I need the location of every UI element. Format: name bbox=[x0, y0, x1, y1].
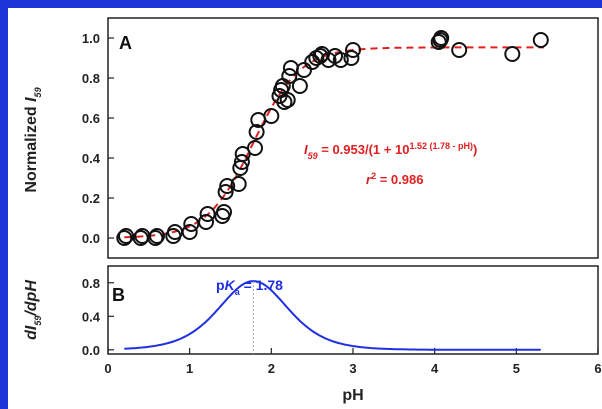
derivative-curve bbox=[124, 280, 541, 351]
data-points-group bbox=[116, 30, 549, 246]
figure-frame: A 0.0 0.2 0.4 0.6 0.8 1.0 Normalized I59 I59 … bbox=[8, 8, 602, 409]
x-tick-label: 0 bbox=[104, 361, 111, 376]
figure-svg: A 0.0 0.2 0.4 0.6 0.8 1.0 Normalized I59 I59 … bbox=[23, 17, 602, 404]
data-point bbox=[233, 154, 250, 170]
x-axis-title: pH bbox=[342, 387, 363, 404]
data-point bbox=[291, 78, 308, 94]
pka-label: pKa = 1.78 bbox=[216, 277, 283, 297]
panel-b-x-ticks: 0 1 2 3 4 5 6 bbox=[104, 348, 602, 376]
data-point bbox=[296, 62, 312, 78]
panel-a-frame bbox=[107, 17, 599, 259]
panel-b-y-axis-title: dI59/dpH bbox=[23, 280, 43, 340]
fit-equation: I59 = 0.953/(1 + 101.52 (1.78 - pH)) bbox=[304, 141, 477, 161]
data-point bbox=[219, 178, 236, 194]
panel-a: A 0.0 0.2 0.4 0.6 0.8 1.0 Normalized I59 I59 … bbox=[23, 17, 599, 259]
x-tick-label: 2 bbox=[268, 361, 275, 376]
x-tick-label: 5 bbox=[513, 361, 520, 376]
data-point bbox=[198, 214, 214, 230]
data-point bbox=[181, 224, 198, 240]
panel-a-letter: A bbox=[119, 33, 132, 53]
data-point bbox=[276, 94, 293, 110]
data-point bbox=[234, 146, 251, 162]
panel-b-y-tick-label: 0.0 bbox=[82, 343, 100, 358]
data-point bbox=[281, 68, 298, 84]
data-point bbox=[282, 60, 299, 76]
data-point bbox=[216, 204, 232, 220]
panel-b-frame bbox=[107, 265, 599, 355]
panel-b-y-tick-label: 0.4 bbox=[82, 309, 101, 324]
panel-a-y-tick-label: 0.0 bbox=[82, 231, 100, 246]
data-point bbox=[343, 50, 360, 66]
data-point bbox=[279, 92, 296, 108]
r-squared-label: r2 = 0.986 bbox=[366, 171, 423, 187]
data-point bbox=[149, 228, 165, 244]
panel-a-y-tick-label: 0.8 bbox=[82, 71, 100, 86]
data-point bbox=[433, 30, 450, 46]
panel-b-letter: B bbox=[112, 285, 125, 305]
x-tick-label: 6 bbox=[594, 361, 601, 376]
panel-a-y-tick-label: 0.4 bbox=[82, 151, 101, 166]
data-point bbox=[147, 230, 164, 246]
panel-b-y-tick-label: 0.8 bbox=[82, 276, 100, 291]
data-point bbox=[217, 184, 234, 200]
data-point bbox=[504, 46, 521, 62]
panel-b-y-ticks: 0.0 0.4 0.8 bbox=[82, 276, 114, 358]
panel-a-y-ticks: 0.0 0.2 0.4 0.6 0.8 1.0 bbox=[82, 31, 114, 246]
panel-a-y-tick-label: 0.2 bbox=[82, 191, 100, 206]
data-point bbox=[247, 140, 263, 156]
derivative-curve-group bbox=[124, 280, 541, 354]
x-tick-label: 4 bbox=[431, 361, 439, 376]
panel-a-y-tick-label: 0.6 bbox=[82, 111, 100, 126]
data-point bbox=[332, 52, 349, 68]
panel-a-y-axis-title: Normalized I59 bbox=[23, 87, 43, 192]
panel-a-y-tick-label: 1.0 bbox=[82, 31, 100, 46]
x-tick-label: 1 bbox=[186, 361, 193, 376]
data-point bbox=[263, 108, 280, 124]
data-point bbox=[230, 176, 247, 192]
data-point bbox=[116, 230, 133, 246]
x-tick-label: 3 bbox=[349, 361, 356, 376]
data-point bbox=[451, 42, 468, 58]
data-point bbox=[532, 32, 549, 48]
data-point bbox=[345, 42, 361, 58]
data-point bbox=[248, 124, 265, 140]
